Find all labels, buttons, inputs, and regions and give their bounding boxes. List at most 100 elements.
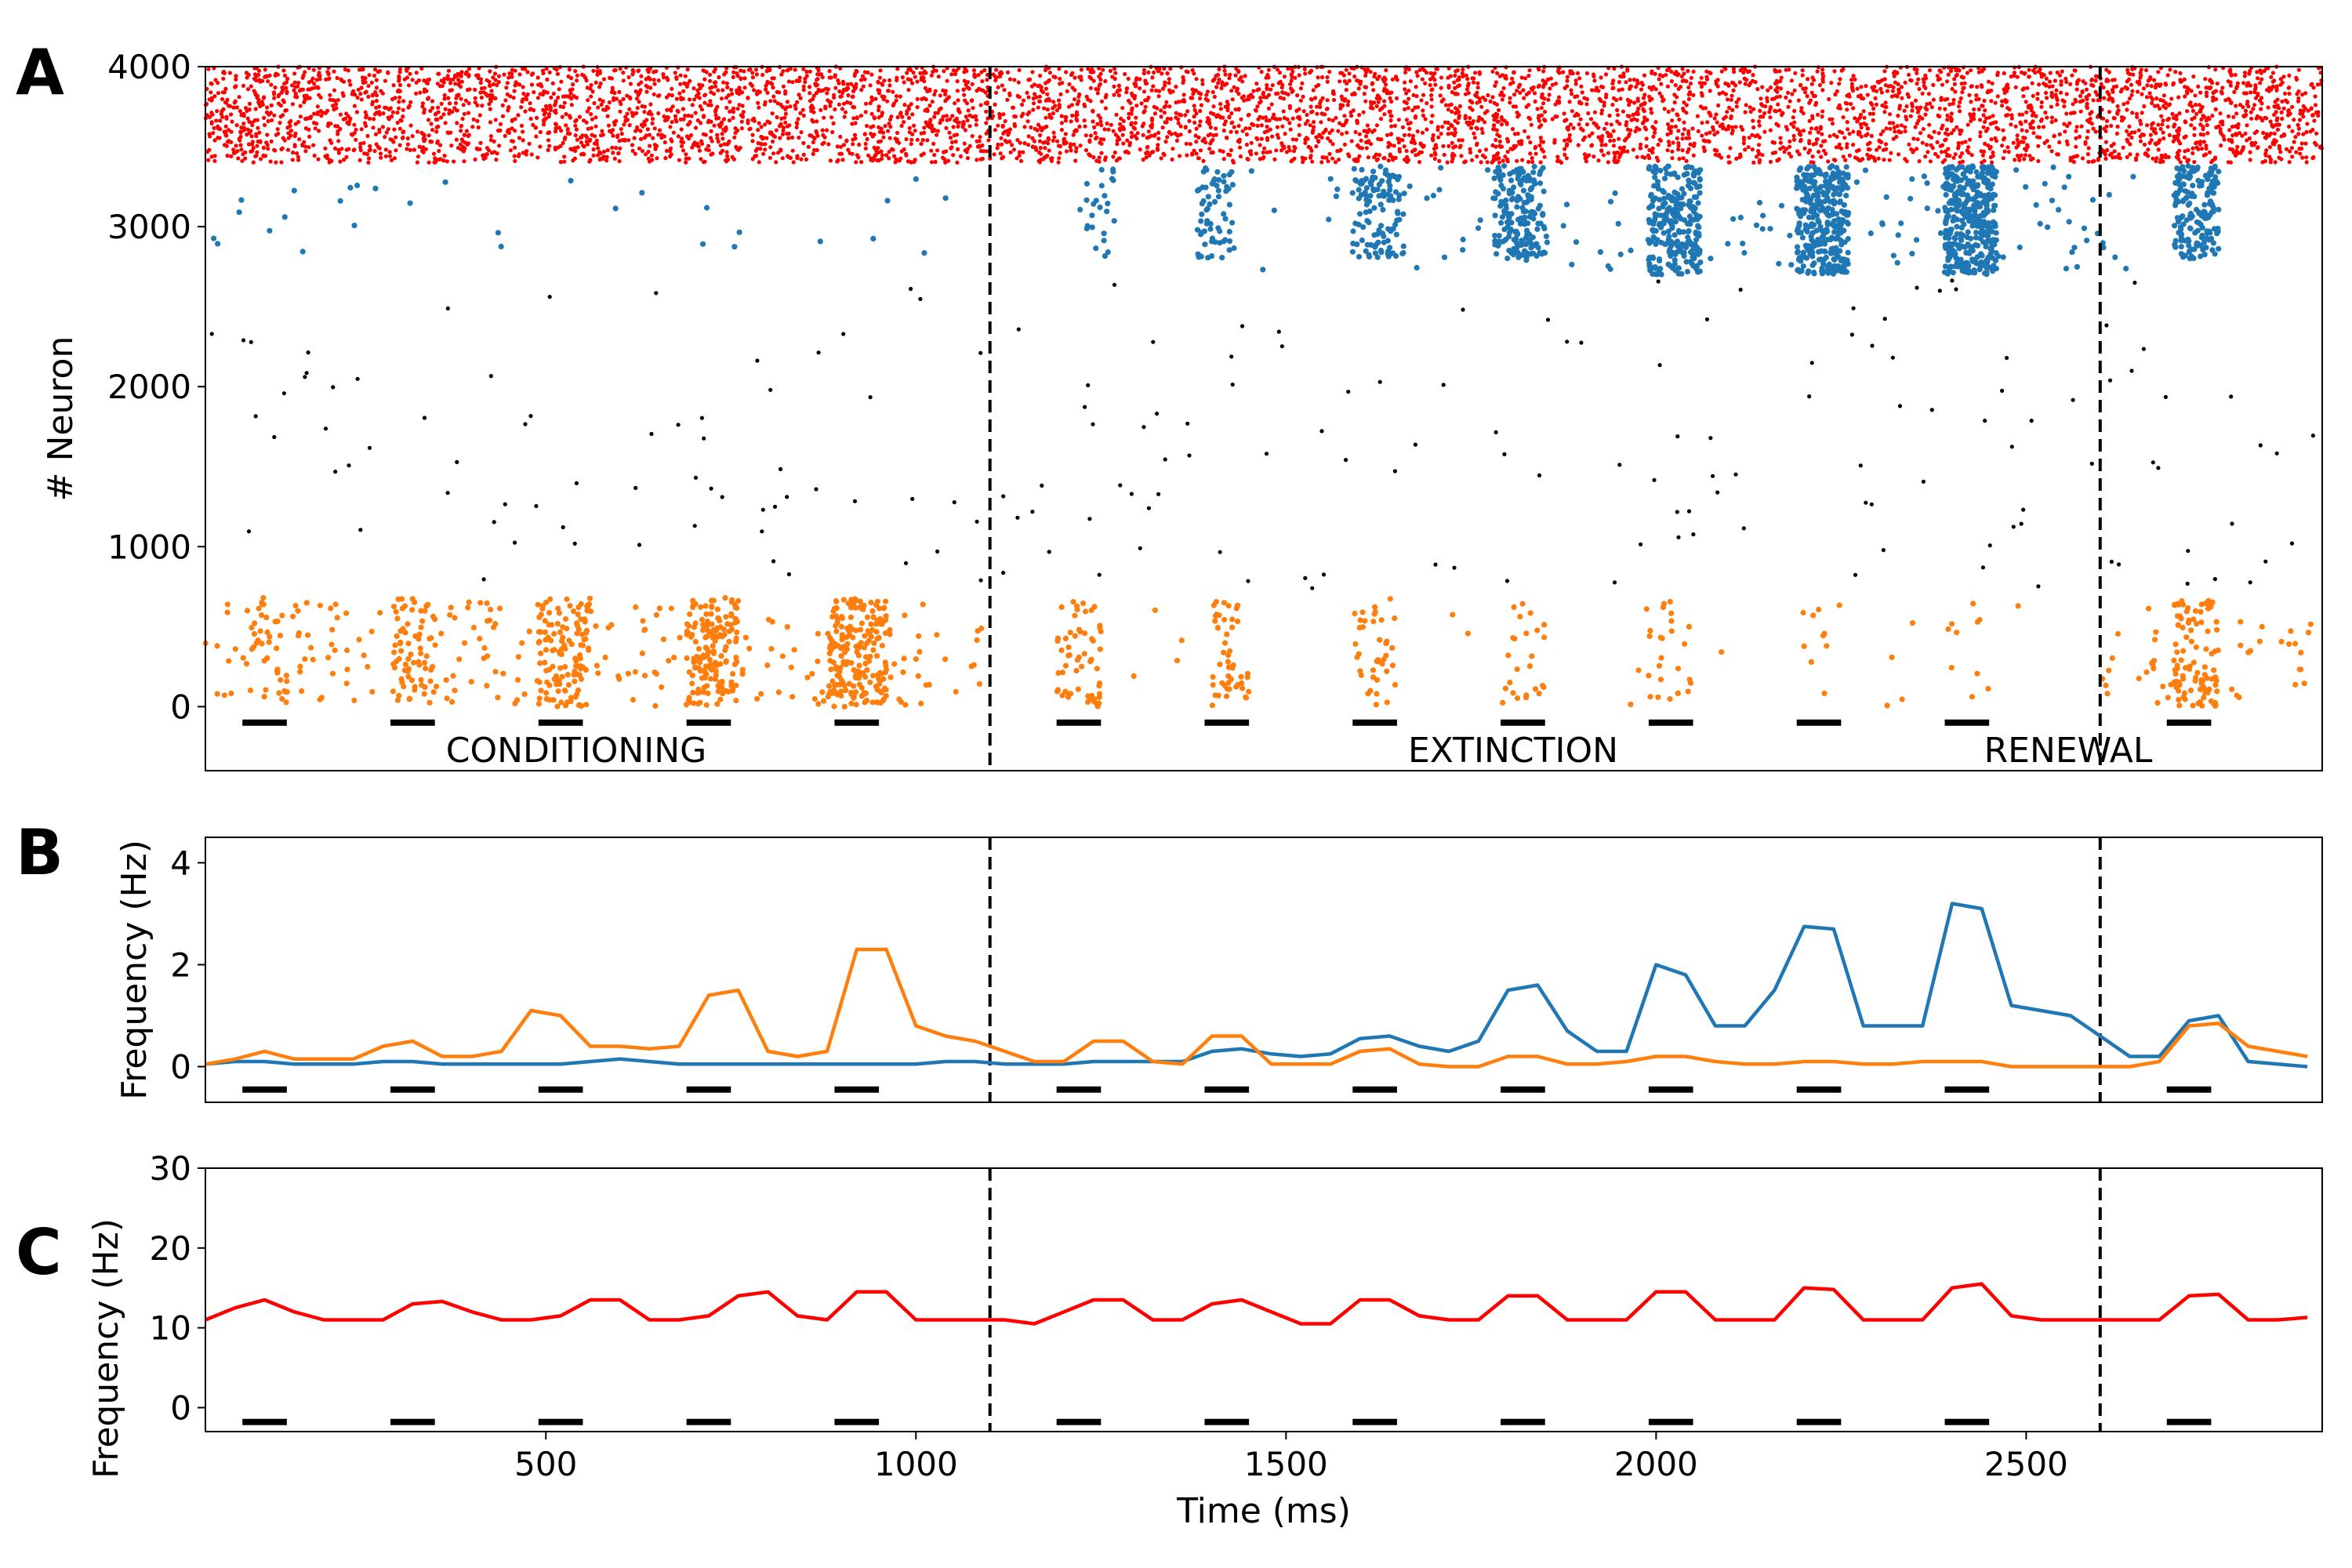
spike-point	[2281, 74, 2286, 79]
spike-point	[1149, 88, 1154, 93]
spike-point	[1669, 69, 1674, 74]
spike-point	[808, 69, 812, 74]
spike-point	[2213, 67, 2218, 72]
spike-point	[2074, 144, 2078, 149]
spike-point	[508, 148, 514, 153]
spike-point	[1878, 86, 1883, 91]
spike-point	[1043, 146, 1047, 151]
spike-point	[2121, 117, 2125, 122]
spike-point	[1501, 85, 1506, 91]
spike-point	[1064, 70, 1069, 74]
spike-point	[2232, 89, 2237, 94]
spike-point	[1265, 136, 1269, 140]
spike-point	[1181, 97, 1186, 103]
spike-point	[2207, 117, 2212, 122]
spike-point	[1057, 103, 1062, 107]
spike-point	[1258, 96, 1263, 100]
spike-point	[2036, 143, 2041, 148]
spike-point	[1810, 154, 1815, 159]
spike-point	[512, 89, 517, 93]
spike-point	[1988, 144, 1993, 150]
spike-point	[687, 97, 692, 102]
spike-point	[1338, 79, 1342, 84]
spike-point	[461, 103, 466, 107]
spike-point	[555, 71, 561, 76]
spike-point	[2227, 128, 2232, 132]
spike-point	[1750, 147, 1755, 152]
spike-point	[405, 136, 410, 141]
spike-point	[1103, 95, 1108, 100]
spike-point	[2290, 104, 2295, 109]
spike-point	[528, 116, 533, 122]
spike-point	[1538, 136, 1543, 140]
spike-point	[547, 70, 552, 74]
spike-point	[1443, 120, 1447, 125]
spike-point	[338, 112, 343, 117]
spike-point	[2189, 123, 2194, 128]
spike-point	[2122, 102, 2126, 107]
spike-point	[902, 103, 907, 107]
spike-point	[1960, 140, 1965, 145]
spike-point	[1445, 160, 1450, 165]
spike-point	[1665, 132, 1670, 137]
spike-point	[1443, 103, 1448, 107]
spike-point	[858, 78, 863, 82]
spike-point	[975, 158, 979, 162]
spike-point	[2074, 136, 2078, 140]
spike-point	[1596, 158, 1601, 163]
spike-point	[779, 116, 784, 121]
spike-point	[1675, 113, 1680, 118]
spike-point	[2120, 87, 2125, 92]
spike-point	[1937, 68, 1942, 73]
spike-point	[1127, 143, 1132, 147]
spike-point	[354, 110, 359, 114]
spike-point	[1368, 70, 1373, 74]
spike-point	[1787, 151, 1791, 156]
spike-point	[794, 121, 799, 125]
spike-point	[1134, 115, 1138, 120]
spike-point	[2125, 107, 2129, 112]
spike-point	[532, 90, 536, 95]
spike-point	[604, 158, 609, 163]
spike-point	[764, 87, 768, 92]
spike-point	[279, 147, 284, 152]
spike-point	[1382, 99, 1387, 103]
spike-point	[1453, 85, 1457, 90]
spike-point	[1851, 143, 1856, 147]
spike-point	[1993, 100, 1998, 105]
spike-point	[1314, 144, 1319, 149]
spike-point	[1304, 136, 1308, 140]
spike-point	[1488, 99, 1493, 103]
spike-point	[1344, 67, 1348, 72]
spike-point	[1662, 107, 1667, 111]
spike-point	[673, 114, 678, 118]
spike-point	[357, 67, 362, 72]
spike-point	[1766, 88, 1770, 93]
spike-point	[269, 139, 274, 143]
spike-point	[1786, 90, 1791, 95]
spike-point	[473, 157, 477, 162]
spike-point	[742, 69, 746, 74]
spike-point	[1656, 142, 1661, 147]
spike-point	[1468, 115, 1472, 121]
spike-point	[1168, 67, 1173, 71]
spike-point	[1369, 102, 1374, 107]
spike-point	[258, 157, 263, 162]
spike-point	[585, 85, 590, 90]
spike-point	[1007, 93, 1012, 97]
spike-point	[2220, 85, 2225, 90]
spike-point	[670, 93, 675, 98]
spike-point	[562, 154, 567, 159]
spike-point	[1121, 118, 1126, 123]
spike-point	[1330, 118, 1335, 123]
spike-point	[206, 67, 211, 71]
spike-point	[1555, 154, 1560, 159]
spike-point	[343, 67, 347, 72]
spike-point	[1726, 97, 1730, 102]
spike-point	[2065, 142, 2070, 147]
spike-point	[546, 130, 552, 135]
spike-point	[1214, 85, 1219, 89]
spike-point	[1344, 120, 1348, 125]
spike-point	[1505, 150, 1510, 154]
spike-point	[2245, 123, 2249, 128]
